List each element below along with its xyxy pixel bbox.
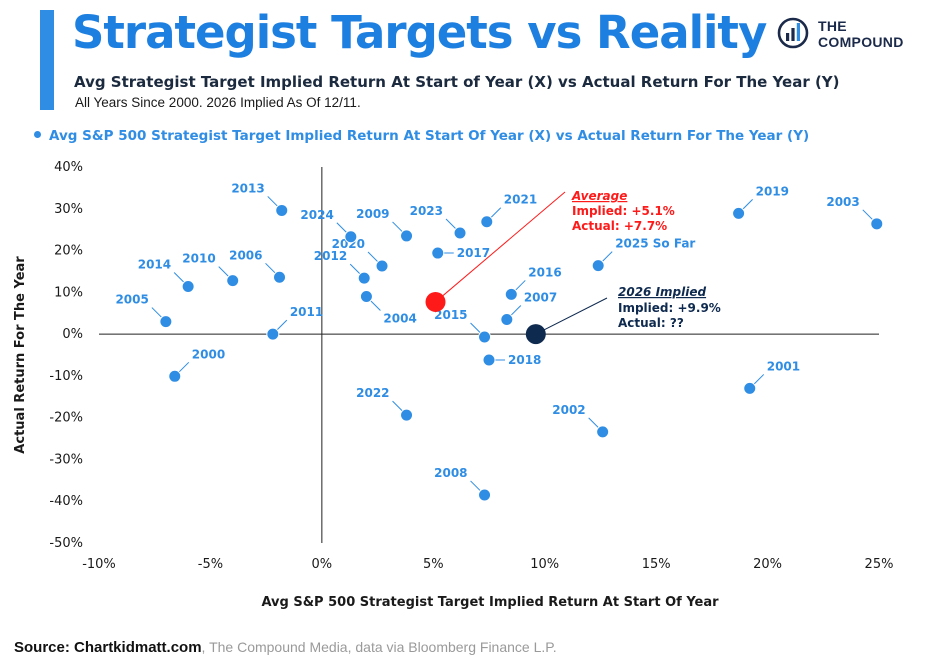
data-point bbox=[480, 215, 494, 229]
data-point bbox=[400, 408, 414, 422]
compound-logo-icon bbox=[777, 17, 809, 49]
data-point bbox=[266, 327, 280, 341]
source-label: Source: Chartkidmatt.com bbox=[14, 639, 202, 656]
data-point bbox=[743, 381, 757, 395]
data-point-label: 2013 bbox=[231, 181, 264, 195]
x-tick-label: 15% bbox=[642, 557, 671, 572]
x-tick-label: 20% bbox=[753, 557, 782, 572]
data-point-label: 2024 bbox=[300, 208, 333, 222]
y-tick-label: 40% bbox=[54, 160, 83, 175]
data-point-label: 2007 bbox=[524, 290, 557, 304]
chart-legend: Avg S&P 500 Strategist Target Implied Re… bbox=[34, 128, 809, 144]
data-point bbox=[359, 290, 373, 304]
data-point-label: 2020 bbox=[332, 237, 365, 251]
x-tick-label: -10% bbox=[82, 557, 116, 572]
data-point-label: 2022 bbox=[356, 386, 389, 400]
x-tick-label: 25% bbox=[865, 557, 894, 572]
implied-2026-actual-text: Actual: ?? bbox=[618, 316, 684, 330]
data-point-label: 2001 bbox=[767, 359, 800, 373]
y-tick-label: 0% bbox=[62, 327, 83, 342]
legend-marker bbox=[34, 130, 41, 138]
data-point-label: 2011 bbox=[290, 305, 323, 319]
logo-text-compound: COMPOUND bbox=[818, 34, 904, 50]
chart-note: All Years Since 2000. 2026 Implied As Of… bbox=[75, 95, 361, 110]
data-point-label: 2004 bbox=[383, 312, 416, 326]
data-point bbox=[400, 229, 414, 243]
data-point bbox=[478, 330, 492, 344]
average-implied-text: Implied: +5.1% bbox=[572, 204, 675, 218]
average-leader-line bbox=[435, 191, 566, 303]
legend-label: Avg S&P 500 Strategist Target Implied Re… bbox=[49, 128, 810, 144]
y-tick-label: -30% bbox=[49, 452, 83, 467]
x-axis-title: Avg S&P 500 Strategist Target Implied Re… bbox=[261, 595, 719, 610]
implied-2026-implied-text: Implied: +9.9% bbox=[618, 301, 721, 315]
data-point bbox=[500, 312, 514, 326]
y-tick-label: -20% bbox=[49, 411, 83, 426]
page-title: Strategist Targets vs Reality bbox=[72, 6, 767, 59]
data-point-label: 2015 bbox=[434, 308, 467, 322]
y-tick-label: 30% bbox=[54, 202, 83, 217]
data-point-label: 2003 bbox=[826, 195, 859, 209]
data-point bbox=[732, 206, 746, 220]
y-tick-label: 20% bbox=[54, 244, 83, 259]
x-tick-label: 5% bbox=[423, 557, 444, 572]
data-point bbox=[226, 274, 240, 288]
data-point-label: 2014 bbox=[138, 257, 171, 271]
data-point-label: 2023 bbox=[410, 204, 443, 218]
data-point-label: 2017 bbox=[457, 246, 490, 260]
source-rest: , The Compound Media, data via Bloomberg… bbox=[201, 639, 557, 655]
data-point bbox=[273, 270, 287, 284]
data-point-label: 2005 bbox=[115, 293, 148, 307]
data-point-label: 2016 bbox=[528, 265, 561, 279]
data-point-label: 2008 bbox=[434, 466, 467, 480]
y-axis-title: Actual Return For The Year bbox=[13, 256, 28, 454]
data-point-label: 2009 bbox=[356, 207, 389, 221]
data-point-label: 2006 bbox=[229, 248, 262, 262]
source-credit: Source: Chartkidmatt.com, The Compound M… bbox=[14, 639, 557, 656]
x-tick-label: -5% bbox=[198, 557, 223, 572]
data-point-label: 2012 bbox=[314, 249, 347, 263]
data-point-label: 2000 bbox=[192, 347, 225, 361]
data-point bbox=[431, 246, 445, 260]
data-point-label: 2018 bbox=[508, 353, 541, 367]
average-actual-text: Actual: +7.7% bbox=[572, 219, 667, 233]
data-point bbox=[870, 217, 884, 231]
data-point-label: 2021 bbox=[504, 193, 537, 207]
x-tick-label: 10% bbox=[530, 557, 559, 572]
data-point bbox=[453, 226, 467, 240]
chart-subtitle: Avg Strategist Target Implied Return At … bbox=[74, 73, 840, 91]
the-compound-logo: THE COMPOUND bbox=[776, 12, 926, 56]
data-point bbox=[504, 287, 518, 301]
average-title: Average bbox=[571, 189, 627, 203]
data-point bbox=[168, 369, 182, 383]
data-point bbox=[478, 488, 492, 502]
scatter-chart: 40% 30% 20% 10% 0% -10% -20% -30% -40% -50% -10% -5… bbox=[13, 160, 894, 610]
data-point bbox=[344, 230, 358, 244]
data-point bbox=[375, 259, 389, 273]
implied-2026-title: 2026 Implied bbox=[618, 285, 707, 299]
data-point bbox=[482, 353, 496, 367]
implied-2026-leader-line bbox=[535, 297, 608, 335]
average-point bbox=[425, 291, 446, 312]
data-point bbox=[591, 259, 605, 273]
y-tick-label: 10% bbox=[54, 285, 83, 300]
logo-text-the: THE bbox=[818, 18, 847, 34]
implied-2026-point bbox=[525, 324, 546, 345]
title-accent-bar bbox=[40, 10, 54, 110]
data-point-label: 2010 bbox=[182, 252, 215, 266]
data-point bbox=[596, 425, 610, 439]
data-point bbox=[181, 279, 195, 293]
y-tick-label: -10% bbox=[49, 369, 83, 384]
data-point bbox=[357, 271, 371, 285]
data-point-label: 2025 So Far bbox=[615, 237, 695, 251]
y-tick-label: -50% bbox=[49, 536, 83, 551]
data-point-label: 2002 bbox=[552, 403, 585, 417]
data-point-label: 2019 bbox=[756, 184, 789, 198]
data-point bbox=[275, 203, 289, 217]
x-tick-label: 0% bbox=[312, 557, 333, 572]
data-point bbox=[159, 315, 173, 329]
y-tick-label: -40% bbox=[49, 494, 83, 509]
